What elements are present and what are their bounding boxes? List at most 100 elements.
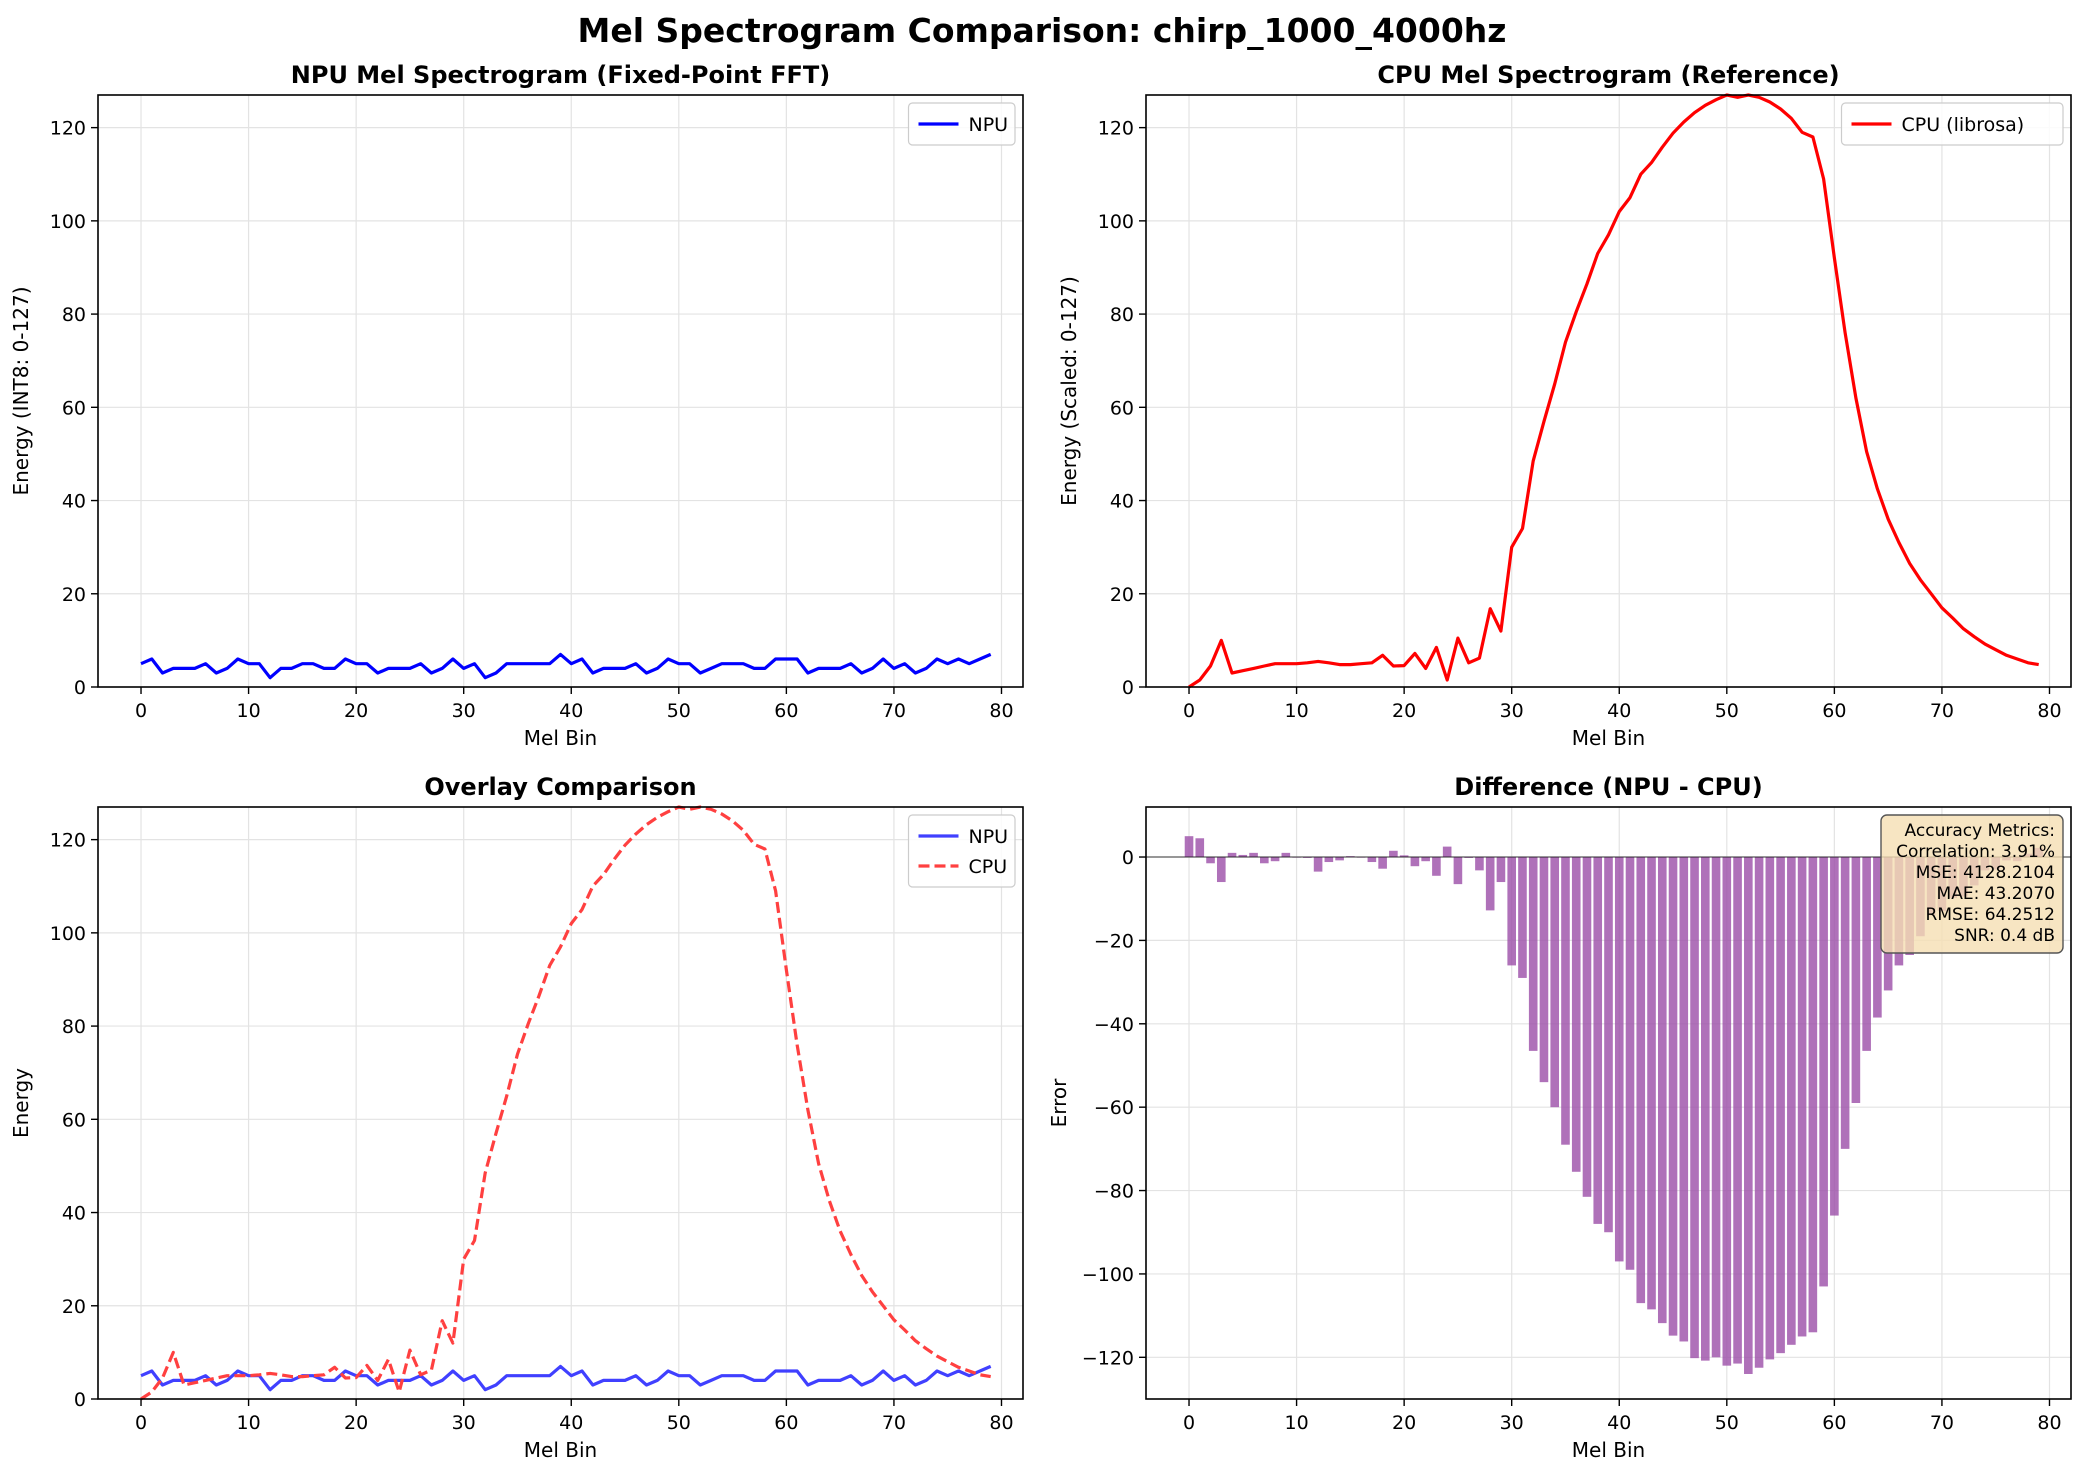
y-tick-label: 20 [62, 584, 86, 606]
y-tick-label: 120 [50, 830, 86, 852]
x-tick-label: 60 [774, 700, 798, 722]
bar [1260, 857, 1269, 864]
x-tick-label: 70 [1930, 700, 1954, 722]
bar [1873, 857, 1882, 1018]
series-line-cpu [140, 805, 991, 1401]
bar [1657, 857, 1667, 1324]
bar [1249, 852, 1258, 858]
bar [1582, 857, 1592, 1197]
y-tick-label: 0 [1122, 677, 1134, 699]
bar [1593, 857, 1603, 1224]
subplot-title: Difference (NPU - CPU) [1454, 773, 1762, 801]
x-tick-label: 0 [1183, 1412, 1195, 1434]
axes-frame [1145, 94, 2072, 688]
bar [1604, 857, 1613, 1233]
y-tick-label: 0 [74, 677, 86, 699]
bar [1324, 857, 1334, 863]
metrics-title: Accuracy Metrics: [1905, 821, 2055, 841]
legend-box [907, 814, 1016, 888]
x-tick-label: 80 [989, 1412, 1013, 1434]
x-tick-label: 30 [1500, 1412, 1524, 1434]
bar [1238, 854, 1248, 858]
bar [1636, 857, 1646, 1304]
subplot-title: CPU Mel Spectrogram (Reference) [1377, 61, 1839, 89]
y-axis-label: Energy [9, 1068, 33, 1138]
bar [1528, 857, 1538, 1051]
subplot-title: Overlay Comparison [424, 773, 696, 801]
bar [1313, 857, 1323, 872]
metrics-line: MSE: 4128.2104 [1916, 863, 2055, 883]
metrics-box: Accuracy Metrics:Correlation: 3.91%MSE: … [1880, 814, 2064, 954]
bar [1378, 857, 1387, 869]
x-tick-label: 0 [135, 1412, 147, 1434]
bar [1787, 857, 1796, 1345]
y-tick-label: 0 [1122, 847, 1134, 869]
gridlines [98, 807, 1023, 1400]
legend-label: CPU (librosa) [1902, 114, 2025, 136]
x-tick-label: 80 [989, 700, 1013, 722]
y-axis-label: Error [1047, 1078, 1071, 1128]
gridlines [98, 95, 1023, 688]
y-tick-label: 80 [62, 1016, 86, 1038]
bar [1647, 857, 1656, 1310]
bar [1862, 857, 1871, 1051]
y-tick-label: −20 [1094, 930, 1134, 952]
bar [1851, 857, 1861, 1103]
metrics-line: SNR: 0.4 dB [1954, 926, 2055, 946]
x-tick-label: 10 [1284, 1412, 1308, 1434]
x-tick-label: 80 [2037, 700, 2061, 722]
bar [1733, 857, 1742, 1364]
bar [1819, 857, 1828, 1287]
y-tick-label: 120 [50, 118, 86, 140]
x-tick-label: 20 [344, 1412, 368, 1434]
bar [1270, 857, 1280, 862]
metrics-line: Correlation: 3.91% [1896, 842, 2055, 862]
y-tick-label: −60 [1094, 1097, 1134, 1119]
y-tick-label: 100 [50, 923, 86, 945]
y-tick-label: −80 [1094, 1181, 1134, 1203]
x-tick-label: 50 [667, 1412, 691, 1434]
x-tick-label: 30 [452, 700, 476, 722]
bar [1421, 857, 1430, 862]
y-tick-label: 0 [74, 1389, 86, 1411]
figure-title: Mel Spectrogram Comparison: chirp_1000_4… [577, 11, 1506, 50]
legend: NPU [907, 102, 1016, 146]
bar [1571, 857, 1581, 1172]
x-tick-label: 30 [452, 1412, 476, 1434]
bar [1690, 857, 1699, 1359]
y-tick-label: 40 [1110, 491, 1134, 513]
bar [1776, 857, 1785, 1354]
bar [1389, 850, 1398, 858]
x-tick-label: 40 [559, 700, 583, 722]
subplot-npu: 0 10 20 30 40 50 60 70 80 0 20 40 60 80 100 120 NPU Mel … [9, 61, 1024, 750]
bar [1195, 838, 1205, 858]
bar [1281, 852, 1291, 858]
axes-frame [97, 806, 1024, 1400]
bar [1335, 857, 1344, 861]
x-tick-label: 20 [1392, 700, 1416, 722]
y-tick-label: −40 [1094, 1014, 1134, 1036]
bar [1668, 857, 1678, 1336]
series-line-npu [140, 652, 992, 680]
bar [1744, 857, 1753, 1374]
y-tick-label: 20 [1110, 584, 1134, 606]
x-tick-label: 10 [236, 700, 260, 722]
subplot-diff: 0 10 20 30 40 50 60 70 80 0 −20 −40 −60 −80 −100 −120 Di… [1047, 773, 2072, 1462]
bar [1206, 857, 1215, 864]
legend: CPU (librosa) [1840, 102, 2064, 146]
bar [1754, 857, 1764, 1368]
metrics-line: RMSE: 64.2512 [1926, 905, 2055, 925]
legend-box [1840, 102, 2064, 146]
subplot-cpu: 0 10 20 30 40 50 60 70 80 0 20 40 60 80 100 120 CPU Mel … [1057, 61, 2072, 750]
legend-label: CPU [969, 856, 1008, 878]
bar [1625, 857, 1635, 1270]
bar [1442, 846, 1452, 858]
x-tick-label: 20 [344, 700, 368, 722]
x-tick-label: 10 [236, 1412, 260, 1434]
subplot-title: NPU Mel Spectrogram (Fixed-Point FFT) [291, 61, 830, 89]
y-axis-label: Energy (Scaled: 0-127) [1057, 276, 1081, 506]
gridlines [1146, 95, 2071, 688]
axes-frame [1145, 806, 2072, 1400]
